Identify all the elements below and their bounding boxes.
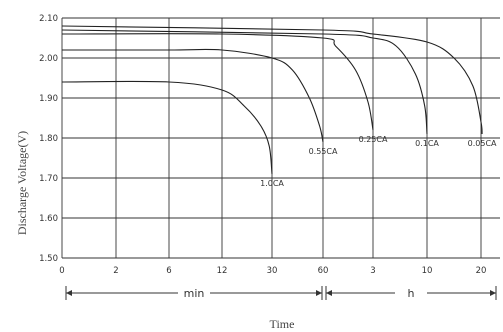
y-tick-label: 1.90	[39, 94, 58, 104]
series-label: 0.05CA	[468, 139, 497, 148]
bracket-arrow-left	[66, 290, 72, 296]
bracket-arrow-right	[490, 290, 496, 296]
series-line	[61, 25, 483, 135]
series-label: 1.0CA	[260, 179, 284, 188]
y-tick-label: 2.10	[39, 14, 58, 24]
y-tick-label: 1.60	[39, 214, 58, 224]
x-tick-label: 30	[267, 266, 278, 276]
x-tick-label: 6	[166, 266, 171, 276]
x-tick-label: 3	[370, 266, 375, 276]
bracket-label-bg	[178, 285, 210, 299]
y-tick-label: 2.00	[39, 54, 58, 64]
y-tick-label: 1.70	[39, 174, 58, 184]
x-tick-label: 60	[318, 266, 329, 276]
x-tick-labels: 0 2 6 12 30 60 3 10 20	[59, 266, 486, 276]
bracket-arrow-right	[316, 290, 322, 296]
x-tick-label: 10	[422, 266, 433, 276]
time-unit-label: h	[408, 287, 415, 300]
time-unit-brackets: min h	[65, 285, 497, 300]
series-label: 0.55CA	[309, 147, 338, 156]
x-axis-title: Time	[270, 317, 295, 331]
time-unit-label: min	[184, 287, 205, 300]
bracket-label-bg	[395, 285, 427, 299]
y-tick-label: 1.80	[39, 134, 58, 144]
y-tick-label: 1.50	[39, 254, 58, 264]
y-tick-labels: 2.10 2.00 1.90 1.80 1.70 1.60 1.50	[39, 14, 58, 264]
bracket-arrow-left	[326, 290, 332, 296]
series-line	[61, 29, 428, 135]
curve-labels: 1.0CA 0.55CA 0.25CA 0.1CA 0.05CA	[260, 135, 497, 188]
series-label: 0.25CA	[359, 135, 388, 144]
curves	[61, 25, 483, 175]
series-line	[62, 48, 324, 143]
series-line	[61, 80, 273, 175]
series-line	[61, 33, 374, 131]
y-axis-title: Discharge Voltage(V)	[15, 131, 29, 235]
series-label: 0.1CA	[415, 139, 439, 148]
x-tick-label: 12	[217, 266, 228, 276]
x-tick-label: 2	[113, 266, 118, 276]
x-tick-label: 20	[476, 266, 487, 276]
grid	[61, 17, 500, 259]
x-tick-label: 0	[59, 266, 64, 276]
